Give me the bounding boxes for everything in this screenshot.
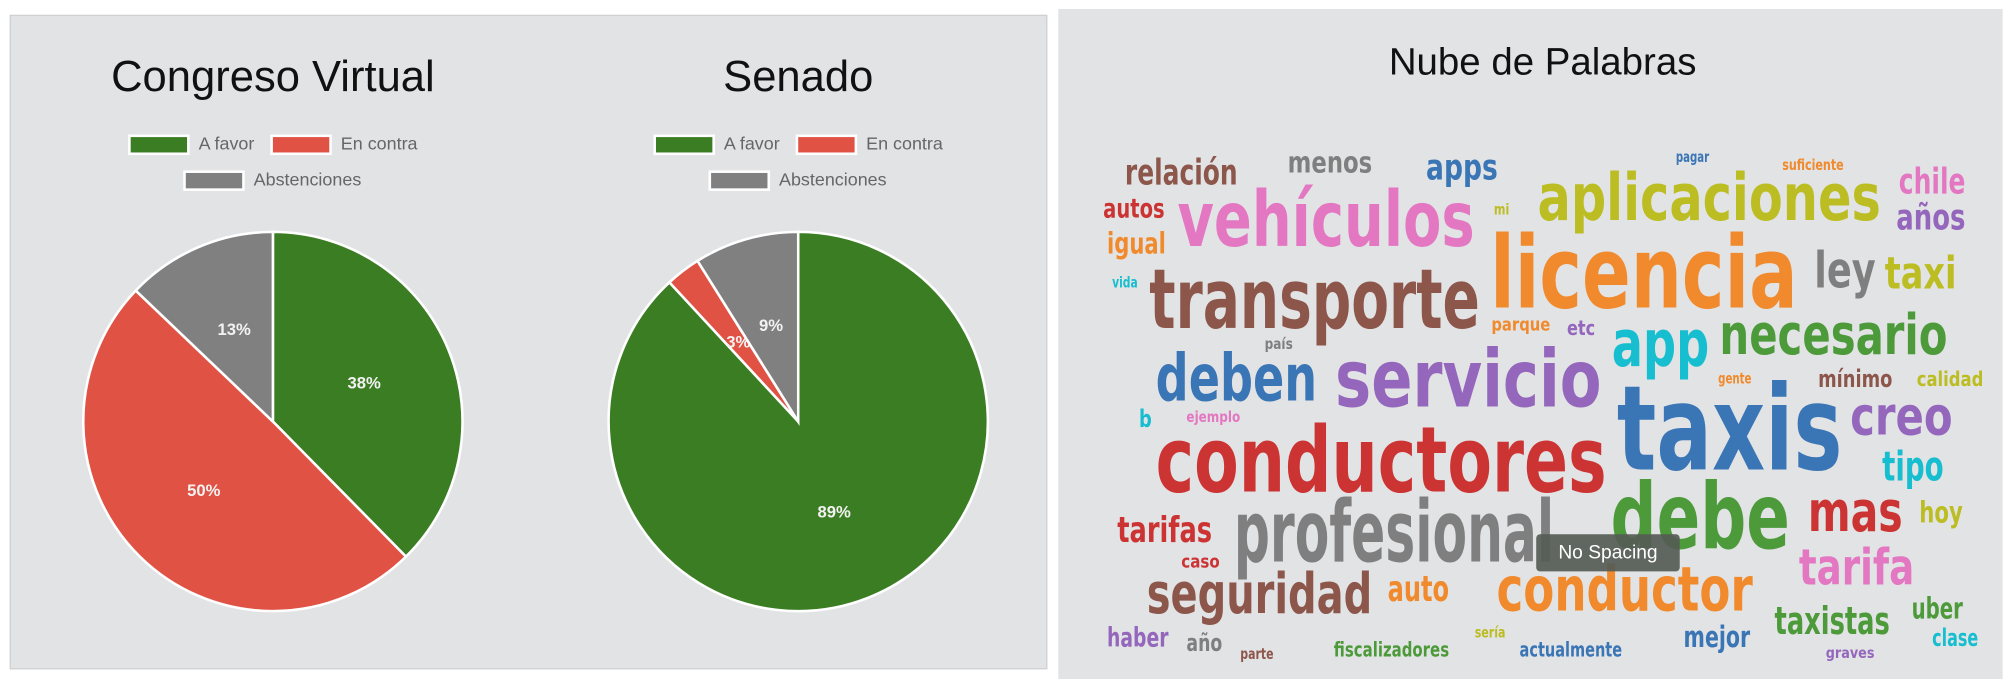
cloud-word: año bbox=[1186, 629, 1222, 657]
cloud-word: hoy bbox=[1919, 495, 1963, 529]
cloud-word: sería bbox=[1475, 624, 1506, 641]
legend-label: En contra bbox=[341, 134, 418, 154]
legend-label: Abstenciones bbox=[254, 169, 362, 189]
cloud-word: graves bbox=[1826, 645, 1875, 662]
cloud-word: mas bbox=[1808, 480, 1903, 545]
legend-swatch bbox=[795, 134, 858, 156]
legend-label: Abstenciones bbox=[779, 169, 887, 189]
cloud-word: conductores bbox=[1156, 406, 1607, 513]
cloud-word: taxi bbox=[1885, 249, 1957, 300]
legend-label: A favor bbox=[199, 134, 255, 154]
tooltip-text: No Spacing bbox=[1558, 543, 1657, 564]
legend-swatch bbox=[653, 134, 715, 156]
cloud-word: vehículos bbox=[1177, 176, 1474, 265]
cloud-title: Nube de Palabras bbox=[1389, 40, 1697, 83]
cloud-word: etc bbox=[1567, 316, 1595, 340]
slice-label: 9% bbox=[759, 316, 783, 335]
pie-slice bbox=[695, 230, 800, 426]
cloud-word: deben bbox=[1156, 342, 1317, 417]
cloud-word: transporte bbox=[1149, 252, 1480, 348]
legend-label: En contra bbox=[866, 134, 943, 154]
pie-title: Senado bbox=[723, 53, 873, 101]
cloud-word: aplicaciones bbox=[1538, 161, 1881, 236]
legend-swatch bbox=[128, 134, 190, 156]
cloud-word: país bbox=[1265, 336, 1293, 353]
cloud-word: menos bbox=[1288, 146, 1373, 180]
slice-label: 89% bbox=[818, 503, 852, 522]
cloud-word: mínimo bbox=[1818, 365, 1892, 393]
cloud-word: ley bbox=[1814, 241, 1876, 299]
legend-swatch bbox=[708, 170, 771, 191]
cloud-word: suficiente bbox=[1782, 157, 1844, 174]
cloud-word: mejor bbox=[1684, 620, 1751, 654]
cloud-word: igual bbox=[1107, 226, 1166, 260]
cloud-word: necesario bbox=[1719, 303, 1947, 368]
pie-title: Congreso Virtual bbox=[111, 53, 435, 101]
cloud-word: auto bbox=[1388, 569, 1450, 610]
cloud-word: relación bbox=[1125, 152, 1238, 193]
legend-swatch bbox=[183, 170, 245, 191]
slice-label: 13% bbox=[217, 320, 251, 339]
cloud-word: app bbox=[1612, 307, 1709, 382]
cloud-word: fiscalizadores bbox=[1334, 638, 1449, 662]
cloud-word: vida bbox=[1112, 275, 1138, 292]
cloud-word: b bbox=[1139, 405, 1152, 433]
cloud-word: parte bbox=[1240, 646, 1273, 663]
cloud-word: actualmente bbox=[1520, 638, 1623, 662]
cloud-word: clase bbox=[1932, 624, 1978, 652]
cloud-word: haber bbox=[1107, 623, 1169, 654]
cloud-word: mi bbox=[1494, 202, 1509, 219]
cloud-word: uber bbox=[1912, 592, 1964, 626]
cloud-word: ejemplo bbox=[1186, 409, 1240, 426]
cloud-word: pagar bbox=[1676, 149, 1710, 166]
cloud-word: caso bbox=[1181, 552, 1219, 572]
cloud-word: calidad bbox=[1917, 367, 1984, 391]
legend-swatch bbox=[270, 134, 332, 156]
pie-slice bbox=[133, 230, 275, 425]
legend-label: A favor bbox=[724, 134, 780, 154]
tooltip-box bbox=[1536, 534, 1680, 572]
cloud-word: seguridad bbox=[1147, 562, 1372, 627]
cloud-word: gente bbox=[1718, 371, 1751, 388]
cloud-word: tipo bbox=[1882, 442, 1944, 490]
cloud-word: taxis bbox=[1617, 361, 1843, 498]
cloud-word: tarifa bbox=[1799, 539, 1914, 597]
cloud-word: servicio bbox=[1335, 333, 1602, 426]
cloud-word: licencia bbox=[1490, 214, 1798, 331]
slice-label: 50% bbox=[187, 481, 221, 500]
pie-slice bbox=[271, 230, 464, 559]
slice-label: 38% bbox=[347, 374, 381, 393]
cloud-word: parque bbox=[1491, 315, 1550, 335]
cloud-panel bbox=[1058, 8, 2003, 680]
cloud-word: chile bbox=[1899, 161, 1966, 202]
pie-slice bbox=[82, 288, 408, 613]
cloud-word: apps bbox=[1426, 147, 1498, 188]
cloud-word: taxistas bbox=[1775, 599, 1890, 644]
cloud-word: años bbox=[1896, 197, 1965, 238]
cloud-word: profesional bbox=[1234, 483, 1554, 582]
cloud-word: autos bbox=[1103, 193, 1165, 224]
word-cloud: relación menos apps pagar suficiente chile aut… bbox=[1103, 146, 1983, 663]
cloud-word: creo bbox=[1850, 385, 1953, 447]
tooltip: No Spacing bbox=[1536, 534, 1680, 572]
cloud-word: tarifas bbox=[1117, 510, 1212, 551]
